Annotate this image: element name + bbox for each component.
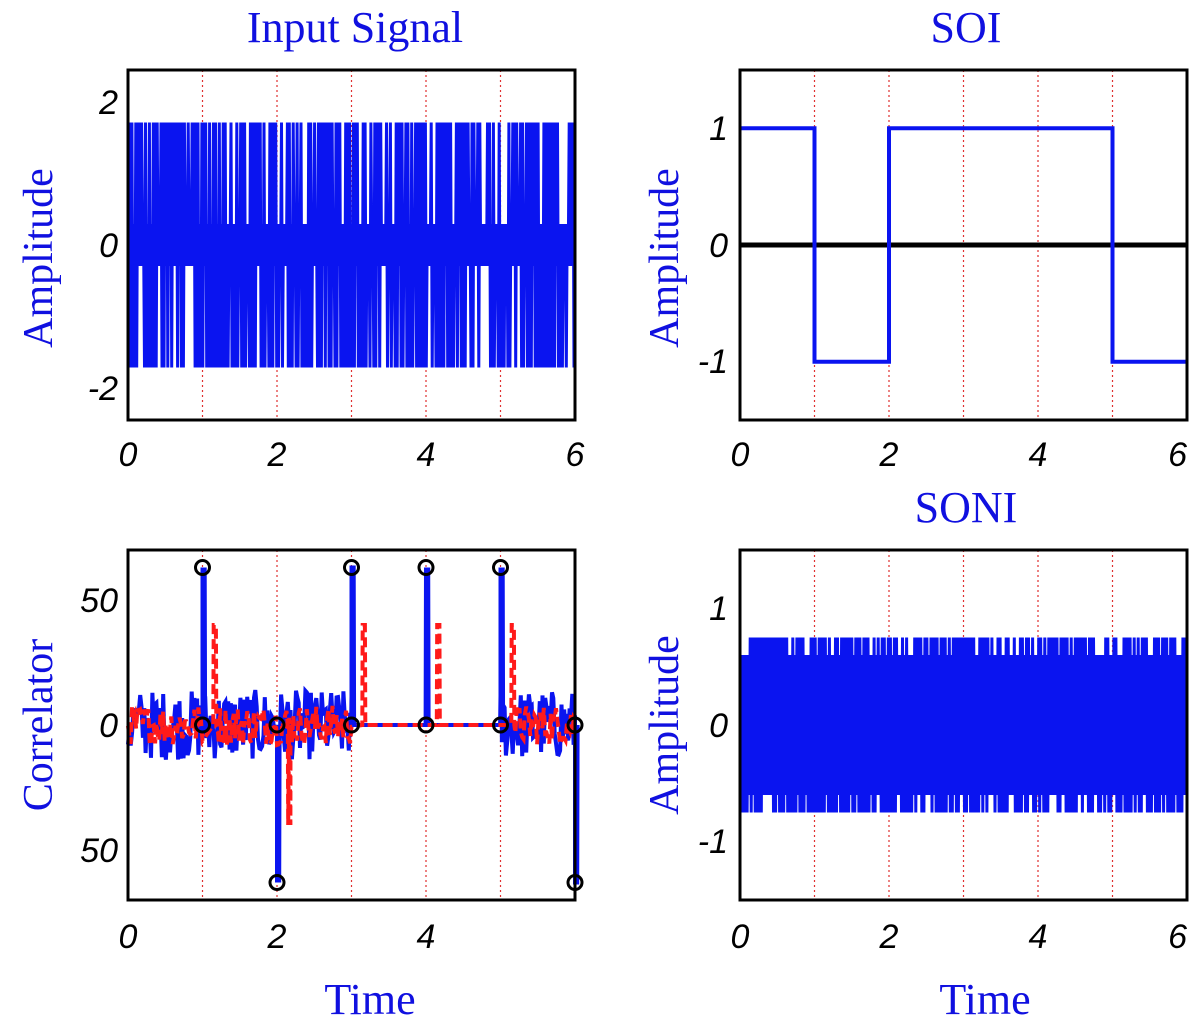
soni-title: SONI [915,483,1018,532]
input-signal-ytick: 0 [99,227,118,265]
soni-xtick: 0 [731,918,750,956]
correlator-ytick: 50 [80,582,118,620]
input-signal-ytick: -2 [88,370,118,408]
input-series-0 [126,122,576,368]
soni-xtick: 2 [879,918,899,956]
input-signal-xtick: 0 [119,436,138,474]
correlator-xtick: 0 [119,918,138,956]
soi-ytick: -1 [698,343,728,381]
correlator-marker [417,716,435,734]
soni-xlabel: Time [939,975,1030,1024]
correlator-marker [194,559,211,576]
correlator-xlabel: Time [324,975,415,1024]
correlator-xticks: 0 2 4 [119,918,436,956]
correlator-xtick: 2 [267,918,287,956]
soi-axes [738,68,1189,422]
soi-title: SOI [931,3,1002,52]
soi-xtick: 4 [1029,436,1048,474]
correlator-panel: Correlator 50 0 50 0 2 4 Time [16,548,584,1024]
input-signal-xtick: 4 [417,436,436,474]
correlator-marker [343,559,360,576]
correlator-marker [268,874,286,891]
soni-yticks: 1 0 -1 [698,590,728,861]
soni-ytick: -1 [698,823,728,861]
soni-ytick: 1 [709,590,728,628]
soi-ytick: 1 [709,110,728,148]
soni-xticks: 0 2 4 6 [731,918,1188,956]
correlator-marker [194,716,211,734]
soni-ylabel: Amplitude [642,635,688,815]
correlator-xtick: 4 [417,918,436,956]
correlator-marker [268,716,286,734]
correlator-yticks: 50 0 50 [80,582,118,870]
correlator-marker [417,559,435,576]
correlator-series-0 [126,565,580,885]
soni-panel: SONI Amplitude 1 0 -1 0 2 4 6 Time [642,483,1189,1024]
soni-ytick: 0 [709,707,728,745]
soni-series-0 [738,637,1188,813]
soni-plot-area [738,550,1188,900]
correlator-ylabel: Correlator [16,639,62,812]
soi-xtick: 2 [879,436,899,474]
soi-xtick: 0 [731,436,750,474]
soi-ylabel: Amplitude [642,168,688,348]
input-signal-axes [126,68,577,422]
soi-xtick: 6 [1168,436,1187,474]
soi-yticks: 1 0 -1 [698,110,728,381]
correlator-marker [492,559,509,576]
input-signal-xtick: 6 [566,436,585,474]
soi-ytick: 0 [709,227,728,265]
soni-axes [738,548,1189,902]
input-signal-yticks: 2 0 -2 [88,84,118,408]
input-signal-panel: Input Signal Amplitude 2 0 -2 0 2 4 6 [16,3,585,474]
soi-xticks: 0 2 4 6 [731,436,1188,474]
input-signal-ylabel: Amplitude [16,168,62,348]
correlator-ytick: 50 [80,832,118,870]
input-signal-xticks: 0 2 4 6 [119,436,585,474]
input-signal-ytick: 2 [98,84,118,122]
soi-plot-area [740,70,1187,420]
correlator-marker [343,716,360,734]
input-signal-xtick: 2 [267,436,287,474]
correlator-axes [126,548,577,902]
soi-panel: SOI Amplitude 1 0 -1 0 2 4 6 [642,3,1189,474]
soi-series-0 [740,126,1187,364]
correlator-plot-area [126,550,584,900]
soni-xtick: 6 [1168,918,1187,956]
soni-xtick: 4 [1029,918,1048,956]
input-signal-plot-area [126,70,576,420]
input-signal-title: Input Signal [247,3,463,52]
correlator-ytick: 0 [99,707,118,745]
correlator-marker [492,716,509,734]
correlator-series-1 [126,623,577,826]
